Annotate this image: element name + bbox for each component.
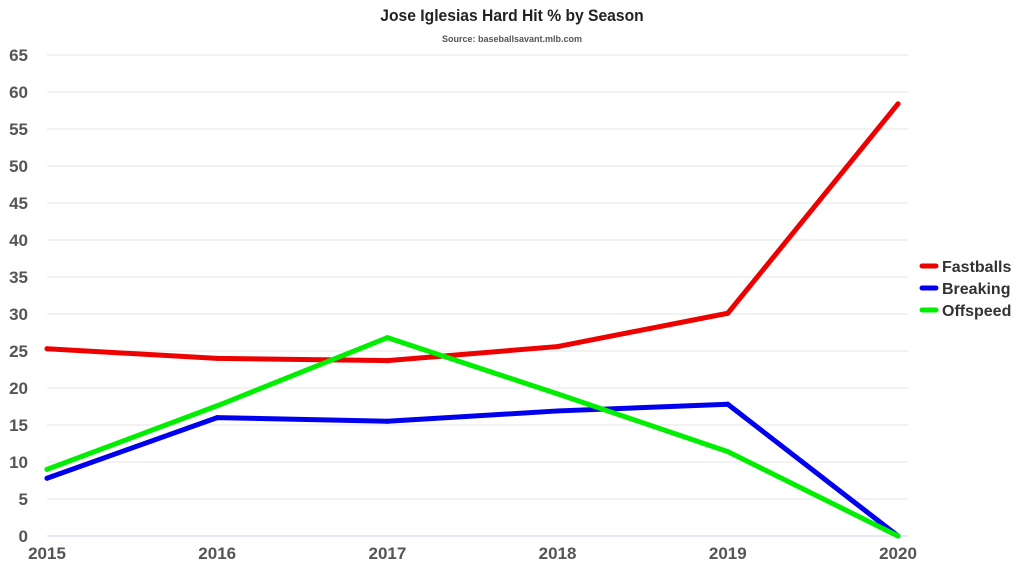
legend: Fastballs Breaking Offspeed	[919, 259, 1011, 320]
x-tick-label: 2016	[198, 544, 236, 563]
y-tick-label: 20	[9, 379, 28, 398]
y-tick-label: 0	[19, 527, 28, 546]
x-axis: 2015 2016 2017 2018 2019 2020	[28, 535, 917, 563]
series-line-offspeed	[44, 335, 901, 539]
legend-label: Fastballs	[942, 259, 1011, 276]
y-tick-label: 15	[9, 416, 28, 435]
legend-label: Breaking	[942, 281, 1010, 298]
data-point	[555, 391, 561, 397]
data-point	[725, 401, 731, 407]
series-lines	[44, 101, 901, 539]
legend-label: Offspeed	[942, 303, 1011, 320]
chart-title: Jose Iglesias Hard Hit % by Season	[380, 6, 644, 25]
chart-subtitle: Source: baseballsavant.mlb.com	[441, 34, 583, 44]
x-tick-label: 2019	[709, 544, 747, 563]
y-tick-label: 60	[9, 83, 28, 102]
data-point	[214, 403, 220, 409]
y-tick-label: 5	[19, 490, 28, 509]
data-point	[214, 415, 220, 421]
data-point	[214, 355, 220, 361]
x-tick-label: 2020	[879, 544, 917, 563]
data-point	[555, 344, 561, 350]
data-point	[555, 408, 561, 414]
data-point	[44, 346, 50, 352]
data-point	[725, 310, 731, 316]
y-tick-label: 30	[9, 305, 28, 324]
y-tick-label: 55	[9, 120, 28, 139]
y-tick-label: 45	[9, 194, 28, 213]
y-tick-label: 50	[9, 157, 28, 176]
series-line-fastballs	[44, 101, 901, 364]
x-tick-label: 2018	[539, 544, 577, 563]
y-tick-label: 65	[9, 46, 28, 65]
data-point	[895, 533, 901, 539]
y-tick-label: 40	[9, 231, 28, 250]
data-point	[44, 475, 50, 481]
x-tick-label: 2017	[368, 544, 406, 563]
y-tick-label: 10	[9, 453, 28, 472]
y-axis: 0 5 10 15 20 25 30 35 40 45 50 55 60 65	[9, 46, 28, 546]
data-point	[44, 466, 50, 472]
data-point	[384, 358, 390, 364]
data-point	[384, 335, 390, 341]
data-point	[725, 449, 731, 455]
y-tick-label: 25	[9, 342, 28, 361]
y-tick-label: 35	[9, 268, 28, 287]
data-point	[895, 101, 901, 107]
series-line-breaking	[44, 401, 901, 539]
data-point	[384, 418, 390, 424]
gridlines	[47, 54, 908, 500]
x-tick-label: 2015	[28, 544, 66, 563]
